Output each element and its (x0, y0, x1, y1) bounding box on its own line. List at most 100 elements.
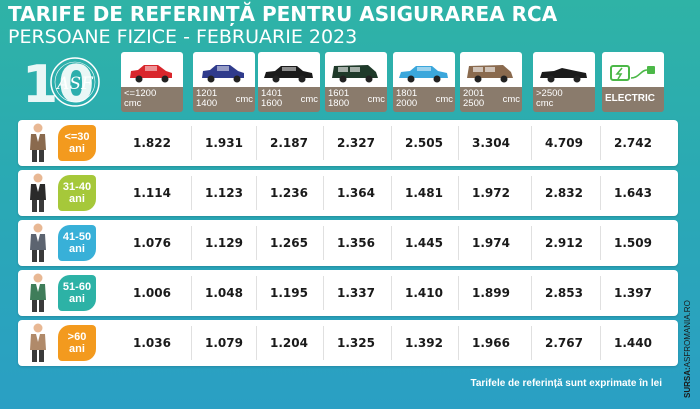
engine-capacity-label: 1801 2000 cmc (393, 87, 455, 112)
engine-capacity-label: 1201 1400 cmc (193, 87, 255, 112)
column-divider (256, 126, 257, 160)
column-divider (256, 226, 257, 260)
column-divider (391, 276, 392, 310)
tariff-value: 1.337 (337, 286, 375, 300)
tariff-value: 1.204 (270, 336, 308, 350)
asf-anniversary-logo: 10 ASF (22, 55, 100, 112)
column-divider (191, 326, 192, 360)
capacity-line-2: 2000 (396, 98, 418, 109)
column-divider (191, 226, 192, 260)
person-icon (26, 222, 50, 264)
vehicle-column-1: <=1200 cmc (121, 52, 183, 112)
capacity-line-1: 1401 (261, 88, 283, 99)
tariff-value: 1.265 (270, 236, 308, 250)
engine-capacity-label: <=1200 cmc (121, 87, 183, 112)
vehicle-column-4: 1601 1800 cmc (325, 52, 387, 112)
tariff-value: 2.912 (545, 236, 583, 250)
table-row: 31-40 ani 1.114 1.123 1.236 1.364 1.481 1.972 2… (18, 170, 678, 216)
tariff-value: 1.966 (472, 336, 510, 350)
car-icon (193, 52, 255, 87)
column-divider (531, 226, 532, 260)
capacity-unit: cmc (235, 94, 253, 105)
column-divider (256, 176, 257, 210)
capacity-line-1: 2001 (463, 88, 485, 99)
engine-capacity-label: 2001 2500 cmc (460, 87, 522, 112)
vehicle-column-5: 1801 2000 cmc (393, 52, 455, 112)
age-group-badge: 31-40 ani (58, 175, 96, 211)
tariff-value: 2.187 (270, 136, 308, 150)
tariff-value: 1.356 (337, 236, 375, 250)
table-row: <=30 ani 1.822 1.931 2.187 2.327 2.505 3.304 4.… (18, 120, 678, 166)
capacity-line-1: <=1200 (124, 88, 157, 99)
column-divider (600, 276, 601, 310)
column-divider (531, 176, 532, 210)
vehicle-column-7: >2500 cmc (533, 52, 595, 112)
tariff-value: 1.481 (405, 186, 443, 200)
capacity-line-1: ELECTRIC (605, 93, 655, 104)
column-divider (191, 126, 192, 160)
car-icon (533, 52, 595, 87)
tariff-value: 2.505 (405, 136, 443, 150)
tariff-value: 2.853 (545, 286, 583, 300)
capacity-line-1: >2500 (536, 88, 563, 99)
page-title: TARIFE DE REFERINȚĂ PENTRU ASIGURAREA RC… (8, 2, 558, 26)
tariff-value: 3.304 (472, 136, 510, 150)
tariff-value: 2.767 (545, 336, 583, 350)
age-group-badge: 41-50 ani (58, 225, 96, 261)
column-divider (391, 226, 392, 260)
tariff-value: 1.440 (614, 336, 652, 350)
column-divider (458, 126, 459, 160)
column-divider (323, 126, 324, 160)
person-icon (26, 322, 50, 364)
column-divider (391, 126, 392, 160)
car-icon (121, 52, 183, 87)
engine-capacity-label: 1401 1600 cmc (258, 87, 320, 112)
tariff-value: 1.397 (614, 286, 652, 300)
column-divider (191, 276, 192, 310)
column-divider (458, 176, 459, 210)
tariff-value: 2.832 (545, 186, 583, 200)
age-group-badge: 51-60 ani (58, 275, 96, 311)
column-divider (531, 276, 532, 310)
vehicle-column-3: 1401 1600 cmc (258, 52, 320, 112)
tariff-value: 1.006 (133, 286, 171, 300)
table-row: >60 ani 1.036 1.079 1.204 1.325 1.392 1.966 2.7… (18, 320, 678, 366)
tariff-value: 1.129 (205, 236, 243, 250)
column-divider (600, 126, 601, 160)
column-divider (600, 176, 601, 210)
electric-charger-icon (602, 52, 664, 87)
vehicle-column-8: ELECTRIC (602, 52, 664, 112)
page-subtitle: PERSOANE FIZICE - FEBRUARIE 2023 (8, 26, 358, 48)
logo-brand: ASF (55, 74, 94, 94)
car-icon (258, 52, 320, 87)
capacity-unit: cmc (502, 94, 520, 105)
tariff-value: 4.709 (545, 136, 583, 150)
capacity-unit: cmc (435, 94, 453, 105)
table-row: 41-50 ani 1.076 1.129 1.265 1.356 1.445 1.974 2… (18, 220, 678, 266)
column-divider (323, 326, 324, 360)
column-divider (458, 226, 459, 260)
column-divider (600, 226, 601, 260)
car-icon (325, 52, 387, 87)
tariff-value: 1.509 (614, 236, 652, 250)
capacity-unit: cmc (367, 94, 385, 105)
engine-capacity-label: ELECTRIC (602, 87, 664, 112)
engine-capacity-label: >2500 cmc (533, 87, 595, 112)
capacity-line-1: 1801 (396, 88, 418, 99)
capacity-unit: cmc (300, 94, 318, 105)
tariff-value: 1.974 (472, 236, 510, 250)
tariff-value: 1.076 (133, 236, 171, 250)
tariff-value: 1.410 (405, 286, 443, 300)
column-divider (256, 276, 257, 310)
person-icon (26, 272, 50, 314)
tariff-value: 1.392 (405, 336, 443, 350)
column-divider (600, 326, 601, 360)
tariff-value: 1.123 (205, 186, 243, 200)
tariff-value: 2.327 (337, 136, 375, 150)
tariff-value: 1.445 (405, 236, 443, 250)
person-icon (26, 122, 50, 164)
column-divider (191, 176, 192, 210)
column-divider (391, 176, 392, 210)
capacity-line-1: 1601 (328, 88, 350, 99)
tariff-value: 1.195 (270, 286, 308, 300)
